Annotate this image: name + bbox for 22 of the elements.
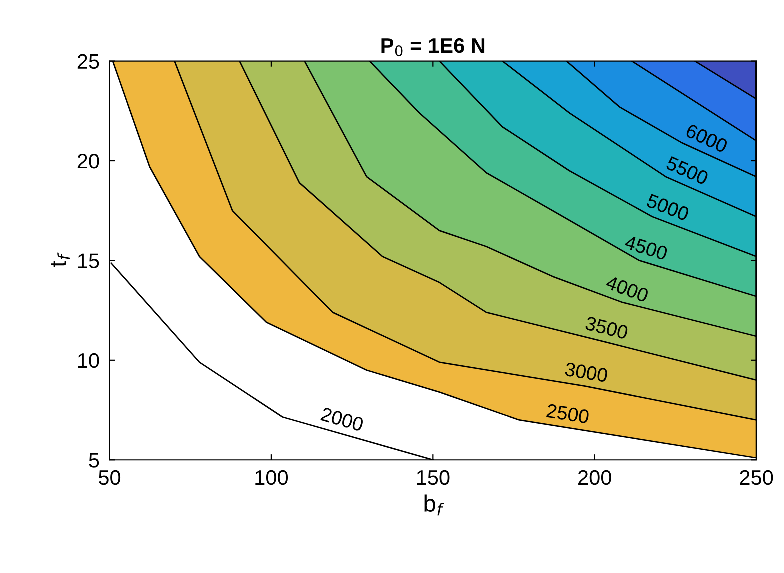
x-tick-label: 250 [740,470,774,486]
y-tick-label: 5 [89,453,100,468]
x-tick-label: 50 [99,470,121,486]
legend-label: 5500 [666,156,710,186]
chart-title: P$_{0}$ = 1E6 N [382,38,485,57]
series-label: 4500 [624,235,668,261]
x-tick-label: 100 [256,470,288,486]
y-tick-label: 10 [78,353,100,368]
y-tick-label: 25 [78,54,100,70]
y-tick-label: 20 [78,154,100,169]
x-tick-label: 200 [578,470,612,486]
text: 2000 [320,407,364,432]
series-label: 3500 [584,316,629,340]
series-label: 4000 [605,275,650,303]
x-tick-label: 150 [417,470,450,486]
series-label: 6000 [685,124,729,154]
y-axis-title: t$_{f}$ [51,252,70,268]
series-label: 3000 [564,362,608,383]
x-axis-title: b$_{f}$ [424,494,444,516]
y-tick-label: 15 [78,254,100,268]
series-label: 5000 [646,194,690,222]
series-label: 2500 [546,404,590,424]
